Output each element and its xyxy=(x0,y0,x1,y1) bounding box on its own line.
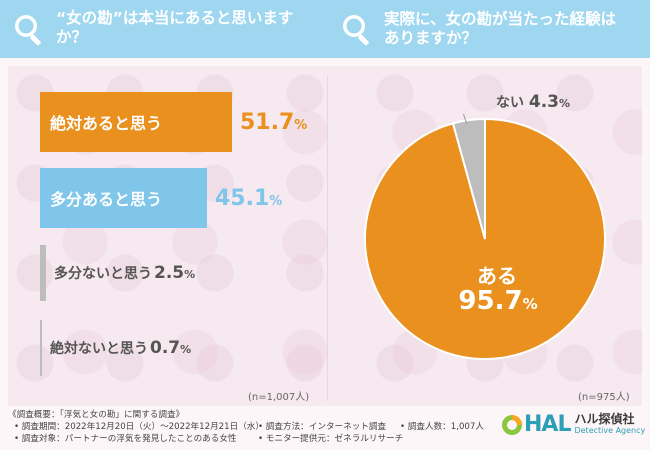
bar-label: 絶対ないと思う xyxy=(50,341,148,357)
survey-period: • 調査期間：2022年12月20日（火）～2022年12月21日（水） xyxy=(14,422,264,432)
pie-value-aru: 95.7% xyxy=(448,286,548,316)
bar-tabun-nai xyxy=(40,245,46,301)
bar-value: 51.7% xyxy=(240,110,307,135)
question-1-text: “女の勘”は本当にあると思いますか？ xyxy=(56,9,294,46)
bar-label: 多分あると思う xyxy=(50,190,163,209)
bar-value-number: 0.7 xyxy=(150,338,181,358)
bar-value-number: 2.5 xyxy=(154,263,185,283)
survey-monitor: • モニター提供元：ゼネラルリサーチ xyxy=(258,434,404,444)
bar-zettai-aru: 絶対あると思う xyxy=(40,92,232,152)
bar-value-number: 45.1 xyxy=(215,185,270,211)
pie-small-unit: % xyxy=(559,97,571,110)
survey-target: • 調査対象：パートナーの浮気を発見したことのある女性 xyxy=(14,434,237,444)
bar-value-unit: % xyxy=(180,343,192,356)
bar-chart-n: (n=1,007人) xyxy=(248,392,310,403)
bar-row-1: 絶対あると思う 51.7% xyxy=(40,92,307,152)
question-1: “女の勘”は本当にあると思いますか？ xyxy=(12,9,312,49)
bar-zettai-nai xyxy=(40,320,42,376)
magnifier-icon xyxy=(343,15,369,46)
survey-title: 《調査概要：「浮気と女の勘」に関する調査》 xyxy=(8,410,185,420)
logo-hal-text: HAL xyxy=(524,412,571,437)
logo-jp-text: ハル探偵社 xyxy=(574,411,635,426)
pie-slice-nai xyxy=(451,117,486,240)
bar-row-2: 多分あると思う 45.1% xyxy=(40,168,282,228)
bar-label: 多分ないと思う xyxy=(54,266,152,282)
bar-label: 絶対あると思う xyxy=(50,114,163,133)
survey-method: • 調査方法：インターネット調査 xyxy=(258,422,387,432)
magnifier-icon xyxy=(15,15,41,46)
pie-label-nai: ない 4.3% xyxy=(496,92,570,112)
question-2-text: 実際に、女の勘が当たった経験は ありますか？ xyxy=(384,10,617,47)
survey-count: • 調査人数：1,007人 xyxy=(400,422,484,432)
pie-small-value: 4.3 xyxy=(528,92,559,112)
bar-row-4: 絶対ないと思う 0.7% xyxy=(40,318,191,378)
logo-en-text: Detective Agency xyxy=(574,425,646,435)
bar-value-unit: % xyxy=(184,268,196,281)
bar-value: 2.5% xyxy=(154,263,195,283)
bar-value-unit: % xyxy=(269,193,283,209)
panel-divider xyxy=(327,76,328,401)
pie-small-category: ない xyxy=(496,95,524,111)
pie-value-unit: % xyxy=(522,295,538,313)
logo-text-block: ハル探偵社 Detective Agency xyxy=(574,413,645,437)
bar-tabun-aru: 多分あると思う xyxy=(40,168,207,228)
header-banner xyxy=(0,0,650,58)
pie-value-number: 95.7 xyxy=(458,286,523,316)
bar-value-number: 51.7 xyxy=(240,109,295,135)
pie-chart xyxy=(364,114,606,360)
bar-value-unit: % xyxy=(294,117,308,133)
pie-chart-n: (n=975人) xyxy=(578,392,630,403)
bar-value: 0.7% xyxy=(150,338,191,358)
bar-row-3: 多分ないと思う 2.5% xyxy=(40,243,195,303)
logo-leaf-icon xyxy=(502,414,522,435)
bar-value: 45.1% xyxy=(215,186,282,211)
pie-leader-line xyxy=(462,114,468,125)
pie-label-aru: ある xyxy=(477,264,517,288)
question-2: 実際に、女の勘が当たった経験は ありますか？ xyxy=(340,4,640,54)
hal-logo: HAL ハル探偵社 Detective Agency xyxy=(500,412,645,437)
